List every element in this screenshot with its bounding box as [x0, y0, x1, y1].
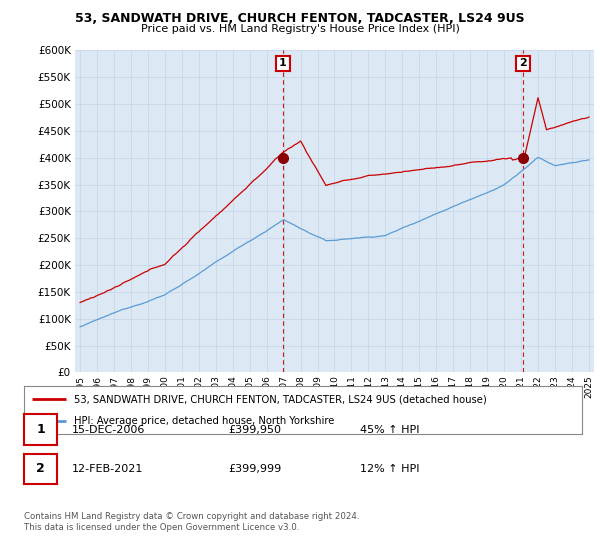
Text: 12% ↑ HPI: 12% ↑ HPI: [360, 464, 419, 474]
Text: 1: 1: [36, 423, 45, 436]
Text: 1: 1: [279, 58, 287, 68]
Text: 12-FEB-2021: 12-FEB-2021: [72, 464, 143, 474]
Text: £399,999: £399,999: [228, 464, 281, 474]
Text: 15-DEC-2006: 15-DEC-2006: [72, 425, 145, 435]
Text: Price paid vs. HM Land Registry's House Price Index (HPI): Price paid vs. HM Land Registry's House …: [140, 24, 460, 34]
Text: £399,950: £399,950: [228, 425, 281, 435]
Text: 53, SANDWATH DRIVE, CHURCH FENTON, TADCASTER, LS24 9US (detached house): 53, SANDWATH DRIVE, CHURCH FENTON, TADCA…: [74, 394, 487, 404]
Text: 2: 2: [519, 58, 527, 68]
Text: 45% ↑ HPI: 45% ↑ HPI: [360, 425, 419, 435]
Text: 53, SANDWATH DRIVE, CHURCH FENTON, TADCASTER, LS24 9US: 53, SANDWATH DRIVE, CHURCH FENTON, TADCA…: [75, 12, 525, 25]
Text: Contains HM Land Registry data © Crown copyright and database right 2024.
This d: Contains HM Land Registry data © Crown c…: [24, 512, 359, 532]
Text: 2: 2: [36, 463, 45, 475]
Text: HPI: Average price, detached house, North Yorkshire: HPI: Average price, detached house, Nort…: [74, 416, 335, 426]
